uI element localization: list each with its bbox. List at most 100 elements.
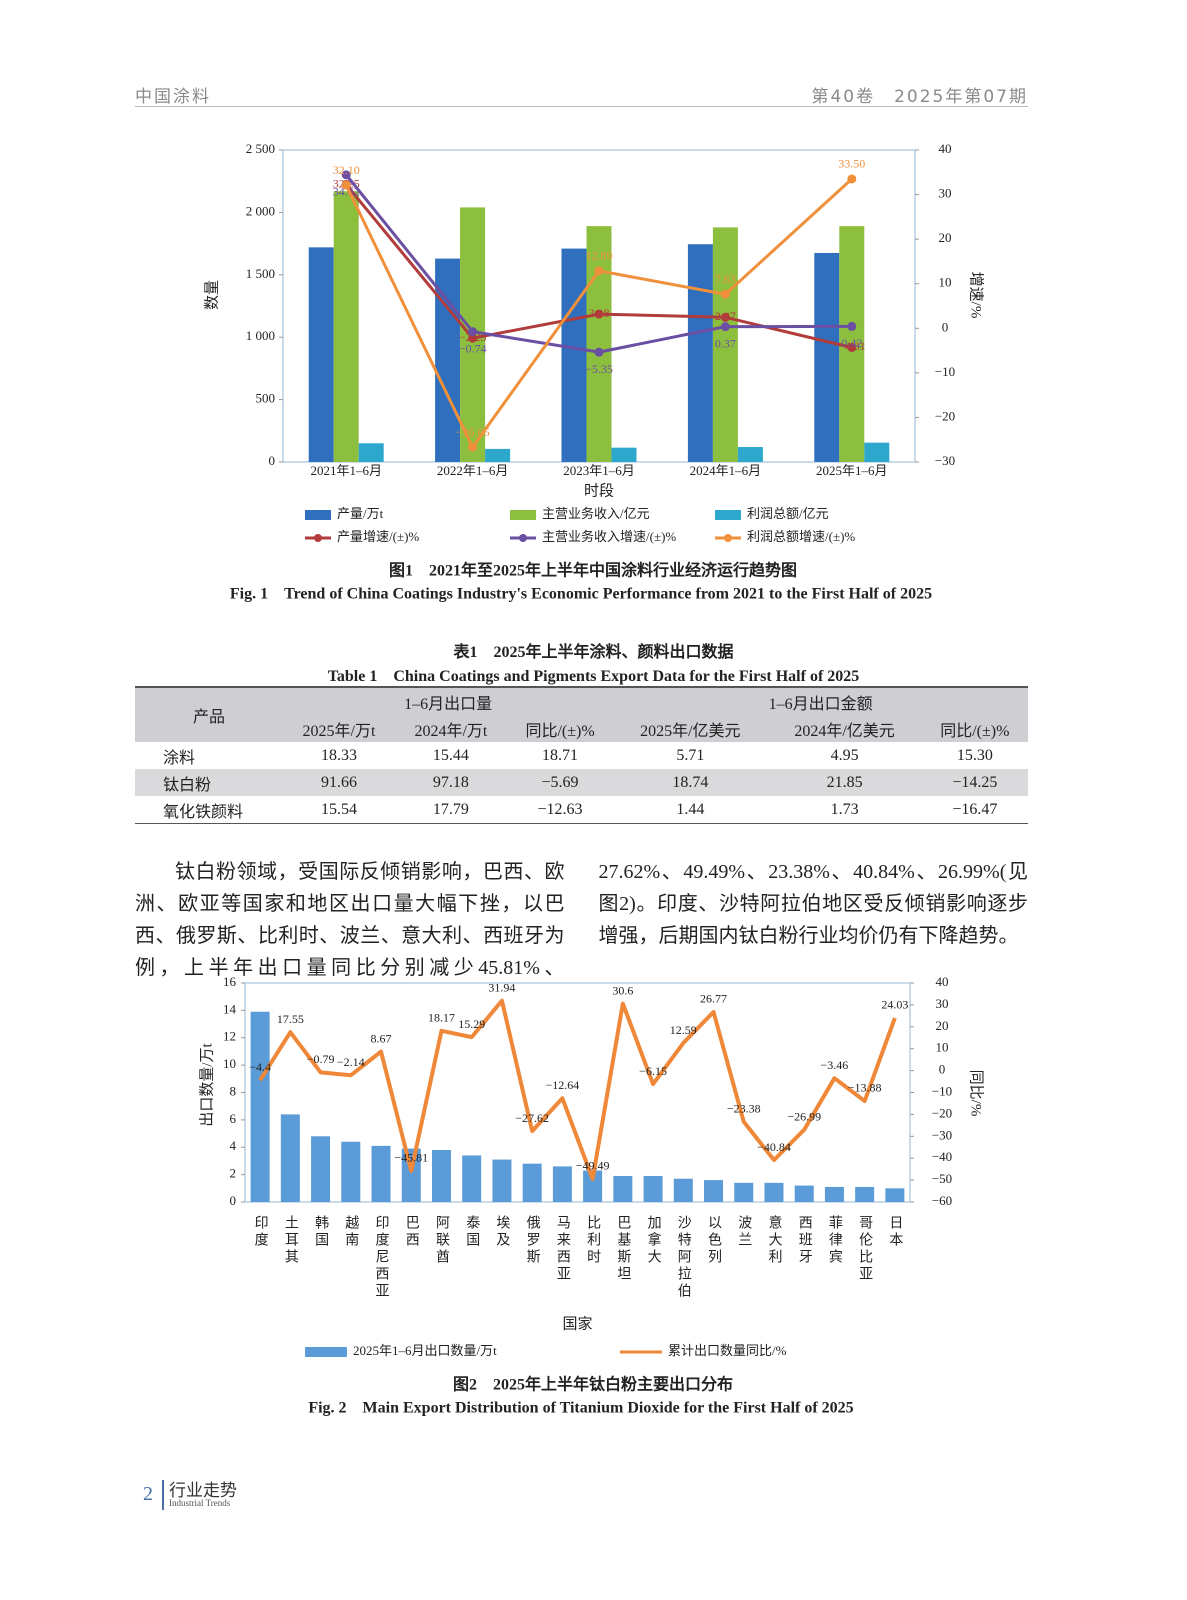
data-label: 31.94 — [488, 980, 515, 994]
data-label: −0.79 — [307, 1052, 335, 1066]
table-cell: 钛白粉 — [135, 769, 283, 796]
line-marker — [468, 327, 478, 337]
bar — [492, 1159, 512, 1202]
y2-tick-label: 30 — [936, 996, 949, 1011]
y-tick-label: 0 — [269, 453, 276, 468]
y-tick-label: 1 000 — [246, 328, 275, 343]
data-label: −0.74 — [459, 341, 487, 355]
y2-tick-label: 10 — [936, 1040, 949, 1055]
x-tick-label: 2025年1–6月 — [816, 463, 888, 478]
y2-tick-label: 20 — [939, 230, 952, 245]
data-label: −12.64 — [545, 1078, 579, 1092]
bar — [280, 1114, 300, 1202]
page-number: 2 — [143, 1483, 153, 1505]
data-label: −4.4 — [249, 1060, 271, 1074]
table-cell: 97.18 — [394, 769, 507, 796]
issue-info: 第40卷 2025年第07期 — [811, 87, 1028, 107]
header-cell: 2024年/万t — [394, 715, 507, 742]
x-tick-label: 比利时 — [585, 1215, 601, 1266]
figure-title: 图1 2021年至2025年上半年中国涂料行业经济运行趋势图 — [389, 561, 797, 580]
header-cell: 2025年/万t — [283, 715, 395, 742]
bar — [552, 1166, 572, 1202]
x-tick-label: 韩国 — [313, 1215, 329, 1249]
bar — [308, 247, 334, 462]
y2-axis-label: 增速/% — [968, 272, 985, 319]
header-cell: 产品 — [135, 687, 283, 742]
x-tick-label: 阿联酋 — [434, 1215, 450, 1266]
y-tick-label: 2 — [230, 1166, 237, 1181]
header-cell: 2024年/亿美元 — [767, 715, 922, 742]
x-tick-label: 波兰 — [736, 1215, 752, 1249]
journal-name: 中国涂料 — [135, 87, 211, 107]
legend-label: 主营业务收入增速/(±)% — [542, 529, 676, 544]
y2-tick-label: −50 — [932, 1171, 952, 1186]
x-tick-label: 加拿大 — [646, 1215, 662, 1266]
bar — [885, 1188, 905, 1202]
bar — [333, 191, 359, 462]
line-marker — [594, 347, 604, 357]
y2-tick-label: 40 — [939, 141, 952, 156]
table-cell: 15.44 — [432, 746, 469, 764]
table-cell: 1.73 — [830, 800, 859, 818]
table-cell: −16.47 — [952, 800, 998, 818]
bar — [341, 1141, 361, 1202]
y-tick-label: 500 — [256, 391, 276, 406]
data-label: 17.55 — [277, 1012, 304, 1026]
x-tick-label: 2024年1–6月 — [690, 463, 762, 478]
legend-swatch — [305, 510, 331, 520]
table-cell: 1.44 — [676, 800, 705, 818]
y-axis-label: 出口数量/万t — [198, 1043, 215, 1127]
bar — [311, 1136, 331, 1202]
table-cell: −5.69 — [506, 769, 614, 796]
table-row: 氧化铁颜料 15.54 17.79 −12.63 1.44 1.73 −16.47 — [135, 796, 1028, 824]
data-label: 34.42 — [333, 185, 360, 199]
data-label: 0.42 — [841, 336, 862, 350]
y2-tick-label: −40 — [932, 1149, 952, 1164]
y2-tick-label: 20 — [936, 1018, 949, 1033]
legend-marker — [724, 534, 732, 542]
legend-swatch — [715, 510, 741, 520]
bar — [371, 1145, 391, 1202]
data-label: −49.49 — [576, 1159, 610, 1173]
legend-label: 2025年1–6月出口数量/万t — [353, 1343, 497, 1358]
bar — [583, 1170, 603, 1202]
data-label: −3.46 — [821, 1058, 849, 1072]
y2-tick-label: −10 — [935, 364, 955, 379]
line-marker — [720, 312, 730, 322]
y-tick-label: 1 500 — [246, 266, 275, 281]
x-tick-label: 马来西亚 — [555, 1215, 571, 1283]
y-tick-label: 4 — [230, 1138, 237, 1153]
line-marker — [847, 321, 857, 331]
table-cell: 18.74 — [613, 769, 768, 796]
y-tick-label: 0 — [230, 1193, 237, 1208]
table-caption-en: Table 1 China Coatings and Pigments Expo… — [327, 668, 860, 685]
y2-tick-label: −20 — [935, 408, 955, 423]
x-tick-label: 以色列 — [706, 1215, 722, 1266]
x-tick-label: 越南 — [343, 1215, 359, 1249]
y-tick-label: 16 — [223, 974, 237, 989]
y-tick-label: 14 — [223, 1001, 237, 1016]
legend-swatch — [510, 510, 536, 520]
data-label: 30.6 — [612, 983, 633, 997]
bar — [401, 1148, 421, 1202]
bar — [855, 1186, 875, 1202]
legend-label: 利润总额增速/(±)% — [747, 529, 855, 544]
bar — [522, 1163, 542, 1202]
line-marker — [594, 266, 604, 276]
data-label: −40.84 — [757, 1140, 791, 1154]
bar — [250, 1011, 270, 1202]
data-label: −13.88 — [848, 1081, 882, 1095]
table-cell: 4.95 — [830, 746, 859, 764]
legend-label: 产量/万t — [337, 506, 384, 521]
header-rule — [135, 106, 1028, 107]
x-tick-label: 意大利 — [766, 1214, 782, 1266]
x-tick-label: 泰国 — [464, 1215, 480, 1249]
bar — [734, 1182, 754, 1202]
x-tick-label: 西班牙 — [797, 1215, 813, 1266]
x-tick-label: 2023年1–6月 — [563, 463, 635, 478]
legend-label: 累计出口数量同比/% — [668, 1343, 787, 1358]
legend-label: 主营业务收入/亿元 — [542, 506, 650, 521]
header-cell: 1–6月出口金额 — [613, 687, 1028, 715]
y2-tick-label: 0 — [942, 319, 949, 334]
